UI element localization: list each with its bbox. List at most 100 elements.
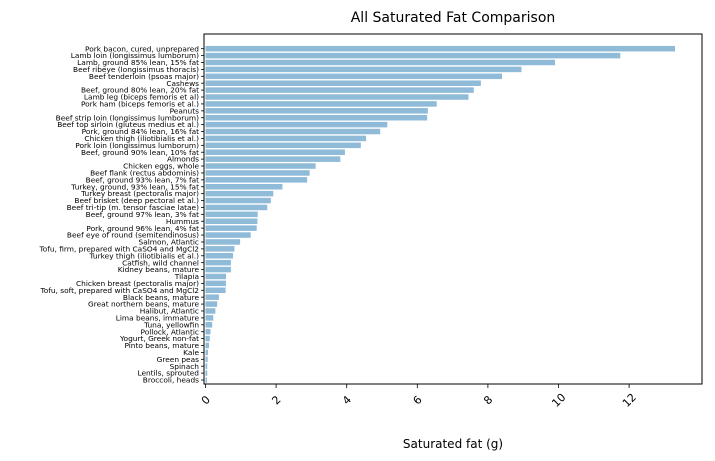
category-label: Pork, ground 96% lean, 4% fat [86,224,199,233]
bar [205,211,258,218]
chart-title: All Saturated Fat Comparison [351,10,556,26]
category-label: Kidney beans, mature [118,265,200,274]
bar [205,197,271,204]
x-tick-label: 10 [549,391,568,410]
category-label: Chicken breast (pectoralis major) [76,279,199,288]
bar [205,370,208,376]
category-label: Beef brisket (deep pectoral et al.) [74,196,199,205]
category-label: Peanuts [170,106,200,115]
bar [205,52,621,59]
category-label: Beef ribeye (longissimus thoracis) [73,65,199,74]
category-label: Almonds [167,155,199,164]
bar [205,232,251,238]
bar [205,156,341,162]
bar [205,225,257,231]
category-label: Tilapia [174,272,199,281]
bar [205,294,219,300]
bar [205,121,388,128]
bar [205,259,231,266]
bar [205,101,437,107]
bar [205,183,283,190]
bar [205,246,235,252]
x-tick-label: 0 [199,393,213,407]
category-label: Pork bacon, cured, unprepared [85,44,199,53]
category-label: Broccoli, heads [143,376,199,385]
category-label: Beef, ground 80% lean, 20% fat [81,86,199,95]
category-label: Beef, ground 90% lean, 10% fat [81,148,199,157]
bar [205,108,428,114]
x-tick-label: 2 [269,393,283,407]
category-label: Beef, ground 93% lean, 7% fat [86,175,199,184]
bar [205,66,522,73]
category-label: Tuna, yellowfin [143,320,199,329]
category-label: Turkey breast (pectoralis major) [80,189,199,198]
category-label: Turkey, ground, 93% lean, 15% fat [70,182,199,191]
category-label: Turkey thigh (iliotibialis et al.) [89,251,200,260]
category-label: Beef flank (rectus abdominis) [90,169,199,178]
category-label: Lamb loin (longissimus lumborum) [71,51,199,60]
category-label: Pork loin (longissimus lumborum) [75,141,199,150]
bar [205,163,316,169]
bar [205,308,216,314]
category-label: Black beans, mature [123,293,200,302]
bar [205,218,258,225]
category-label: Chicken eggs, whole [123,162,199,171]
category-label: Pollock, Atlantic [141,327,200,336]
bar [205,135,367,142]
bar [205,177,308,183]
x-axis-label: Saturated fat (g) [403,437,503,451]
bar [205,301,218,307]
bar [205,45,675,52]
bar [205,273,226,280]
bars-group [205,45,675,383]
bar [205,142,361,149]
category-label: Hummus [166,217,199,226]
bar [205,94,469,100]
category-label: Lentils, sprouted [137,369,199,378]
bar [205,239,241,245]
bar [205,73,503,80]
category-label: Lamb, ground 85% lean, 15% fat [77,58,199,67]
bar [205,59,555,66]
bar [205,356,208,363]
bar [205,170,310,176]
category-label: Spinach [170,362,200,371]
bar [205,377,207,383]
bar [205,128,381,135]
category-label: Tofu, firm, prepared with CaSO4 and MgCl… [38,244,199,253]
category-label: Beef tri-tip (m. tensor fasciae latae) [67,203,200,212]
x-tick-label: 4 [340,393,354,407]
category-label: Chicken thigh (iliotibialis et al.) [84,134,199,143]
category-label: Beef eye of round (semitendinosus) [67,231,199,240]
category-label: Pork ham (biceps femoris et al.) [81,100,199,109]
bar [205,253,234,259]
category-label: Lamb leg (biceps femoris et al) [84,93,199,102]
bar [205,335,210,342]
category-label: Cashews [166,79,199,88]
bar [205,87,474,93]
bar [205,190,274,197]
plot-frame [203,33,703,385]
category-label: Beef strip loin (longissimus lumborum) [56,113,199,122]
category-label: Yogurt, Greek non-fat [119,334,199,343]
category-label: Beef tenderloin (psoas major) [89,72,199,81]
category-label: Halibut, Atlantic [140,307,199,316]
x-ticks-group: 0 2 4 6 8 10 12 [199,384,639,410]
bar [205,280,226,287]
bar [205,287,226,294]
bar [205,149,345,155]
bar [205,204,268,211]
category-label: Catfish, wild channel [122,258,199,267]
category-label: Salmon, Atlantic [139,238,199,247]
x-tick-label: 12 [620,391,639,410]
category-label: Kale [183,348,199,357]
bar [205,315,214,321]
bar [205,328,211,335]
category-label: Pork, ground 84% lean, 16% fat [82,127,199,136]
bar [205,322,213,328]
category-label: Pinto beans, mature [124,341,199,350]
category-label: Lima beans, immature [116,313,200,322]
bar [205,114,428,121]
